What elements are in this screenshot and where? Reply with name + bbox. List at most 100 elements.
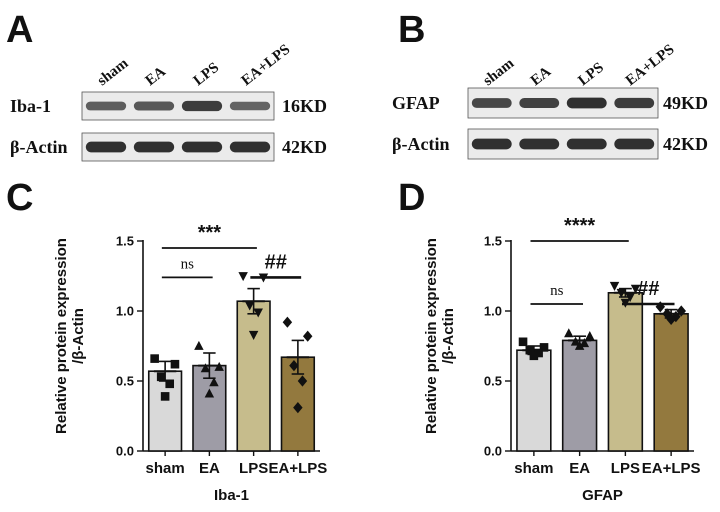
blot-band (471, 98, 512, 108)
data-point (297, 375, 308, 387)
lane-label: LPS (575, 60, 607, 90)
data-point (204, 388, 215, 398)
data-point (253, 308, 263, 318)
data-point (170, 359, 180, 369)
x-axis-label: GFAP (582, 487, 623, 504)
bar (561, 339, 598, 452)
lane-label: EA (143, 64, 169, 90)
blot-band (471, 138, 512, 150)
x-axis-label: Iba-1 (214, 487, 249, 504)
western-blot-a: sham EA LPS EA+LPS Iba-1 16KD β-Actin 42KD (10, 42, 327, 162)
panel-label-a: A (6, 9, 33, 51)
lane-label: EA (528, 64, 554, 90)
blot-band (85, 101, 127, 111)
blot-band (133, 101, 175, 111)
data-point (666, 313, 676, 325)
data-point (238, 272, 248, 282)
significance-label-ns: ns (181, 256, 195, 272)
data-point (244, 301, 255, 311)
data-point (289, 360, 299, 372)
data-point (609, 281, 620, 291)
data-point (676, 305, 687, 317)
data-point (282, 316, 293, 328)
data-point (518, 337, 528, 347)
blot-band (229, 141, 271, 153)
data-point (671, 311, 681, 323)
data-point (662, 308, 672, 320)
molecular-weight-label: 42KD (282, 137, 327, 157)
significance-label: ## (265, 251, 287, 273)
bar-chart-d: 0.0 0.5 1.0 1.5 Relative protein expression /… (423, 215, 701, 504)
x-tick-label: LPS (239, 460, 268, 477)
data-point (525, 345, 535, 355)
blot-row-label: Iba-1 (10, 96, 51, 116)
blot-band (566, 138, 607, 150)
blot-row-label: β-Actin (10, 137, 67, 157)
blot-band (181, 100, 223, 112)
y-tick-label: 0.5 (484, 374, 502, 389)
y-tick-label: 1.5 (484, 234, 502, 249)
x-tick-label: EA (199, 460, 220, 477)
data-point (570, 336, 581, 346)
blot-band (229, 101, 271, 111)
molecular-weight-label: 42KD (663, 134, 708, 154)
y-tick-label: 0.0 (484, 444, 502, 459)
molecular-weight-label: 16KD (282, 96, 327, 116)
y-tick-label: 1.5 (116, 234, 134, 249)
data-point (156, 372, 166, 382)
molecular-weight-label: 49KD (663, 93, 708, 113)
y-tick-label: 0.0 (116, 444, 134, 459)
data-point (194, 340, 204, 350)
bar (236, 300, 271, 452)
blot-band (519, 138, 560, 150)
x-tick-label: sham (514, 460, 553, 477)
panel-label-c: C (6, 177, 33, 219)
bar (192, 364, 227, 452)
data-point (616, 288, 627, 298)
bar (653, 312, 689, 452)
data-point (585, 331, 595, 341)
data-point (534, 348, 543, 358)
blot-row-label: GFAP (392, 93, 440, 113)
data-point (574, 340, 585, 350)
data-point (214, 361, 224, 371)
bar (147, 370, 183, 452)
data-point (529, 351, 539, 361)
y-axis-label: /β-Actin (440, 308, 457, 364)
y-axis-label: /β-Actin (70, 308, 87, 364)
x-tick-label: EA+LPS (642, 460, 701, 477)
data-point (200, 363, 211, 373)
significance-label-ns: ns (550, 283, 564, 299)
lane-label: EA+LPS (239, 42, 294, 90)
significance-label: ## (637, 278, 659, 300)
bar-chart-c: 0.0 0.5 1.0 1.5 Relative protein expression /… (53, 222, 327, 504)
blot-band (181, 141, 223, 153)
significance-label: *** (198, 222, 222, 244)
data-point (293, 402, 303, 414)
blot-band (133, 141, 175, 153)
data-point (248, 330, 259, 340)
data-point (564, 328, 574, 338)
y-tick-label: 1.0 (116, 304, 134, 319)
data-point (165, 379, 175, 389)
data-point (539, 343, 549, 352)
blot-band (614, 138, 655, 150)
blot-band (566, 97, 607, 109)
data-point (630, 284, 641, 294)
y-axis-label: Relative protein expression (423, 238, 440, 434)
data-point (625, 293, 635, 303)
y-tick-label: 1.0 (484, 304, 502, 319)
lane-label: LPS (191, 60, 223, 90)
data-point (302, 330, 313, 342)
bar (516, 349, 552, 452)
significance-label: **** (564, 215, 595, 237)
panel-label-d: D (398, 177, 425, 219)
data-point (579, 338, 590, 348)
data-point (150, 354, 159, 363)
data-point (160, 392, 170, 401)
blot-band (85, 141, 127, 153)
blot-band (519, 98, 560, 108)
lane-label: EA+LPS (623, 42, 678, 90)
lane-label: sham (480, 55, 517, 89)
